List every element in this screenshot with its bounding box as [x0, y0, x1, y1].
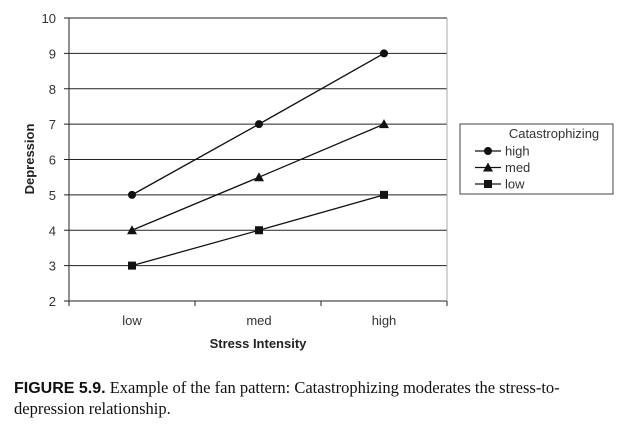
- y-tick-label: 5: [49, 188, 56, 203]
- x-tick-labels: low med high: [122, 313, 396, 328]
- caption-text: Example of the fan pattern: Catastrophiz…: [14, 378, 560, 418]
- y-axis-title: Depression: [22, 124, 37, 195]
- data-point-low: [255, 226, 263, 235]
- y-tick-label: 9: [49, 46, 56, 61]
- y-tick-label: 6: [49, 153, 56, 168]
- x-tick-label: high: [372, 313, 397, 328]
- legend-marker-med: [483, 162, 493, 172]
- data-point-med: [379, 119, 389, 129]
- y-tick-label: 7: [49, 117, 56, 132]
- caption-label: FIGURE 5.9.: [14, 380, 106, 397]
- data-point-med: [127, 225, 137, 235]
- legend-label-med: med: [505, 160, 530, 175]
- legend-marker-high: [484, 147, 492, 155]
- y-tick-label: 8: [49, 82, 56, 97]
- y-tick-label: 2: [49, 294, 56, 309]
- x-tick-label: low: [122, 313, 142, 328]
- data-point-high: [128, 190, 136, 199]
- y-tick-label: 10: [42, 11, 56, 26]
- x-tick-label: med: [246, 313, 271, 328]
- legend-title: Catastrophizing: [509, 126, 599, 141]
- legend-label-high: high: [505, 144, 530, 159]
- series-high: [128, 49, 388, 199]
- data-point-high: [380, 49, 388, 58]
- y-tick-label: 4: [49, 223, 56, 238]
- x-axis-title: Stress Intensity: [210, 336, 308, 351]
- legend-label-low: low: [505, 177, 525, 192]
- data-point-low: [380, 190, 388, 199]
- figure-caption: FIGURE 5.9. Example of the fan pattern: …: [14, 378, 624, 419]
- y-tick-label: 3: [49, 259, 56, 274]
- series-low: [128, 190, 388, 270]
- axes: [64, 17, 448, 306]
- data-point-high: [255, 120, 263, 129]
- series-med: [127, 119, 389, 235]
- legend-marker-low: [484, 180, 492, 188]
- data-point-med: [254, 172, 264, 182]
- series-group: [127, 49, 389, 270]
- y-tick-labels: 2 3 4 5 6 7 8 9 10: [42, 11, 56, 309]
- data-point-low: [128, 261, 136, 270]
